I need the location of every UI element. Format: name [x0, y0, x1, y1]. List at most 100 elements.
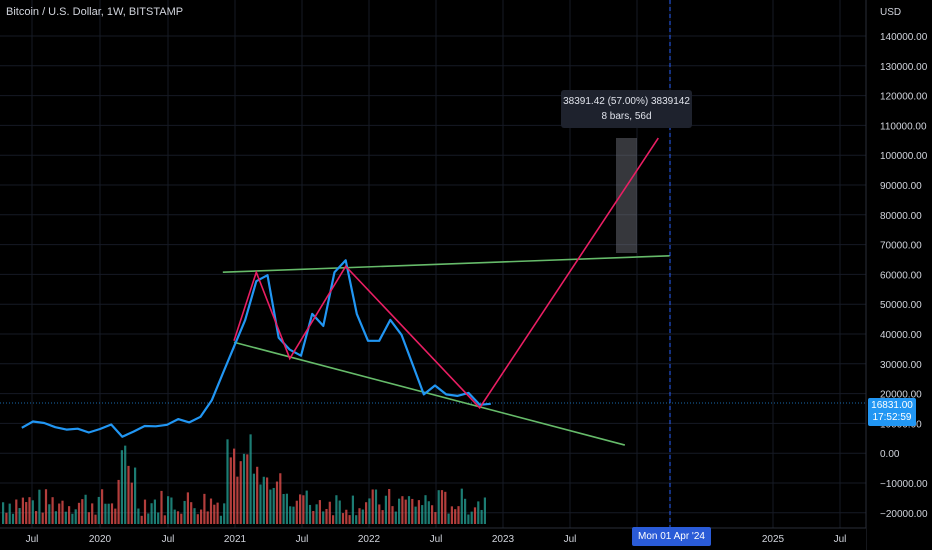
volume-bar — [473, 507, 477, 524]
volume-bar — [328, 501, 331, 524]
volume-bar — [21, 497, 24, 524]
time-tick-label: 2022 — [358, 534, 381, 545]
volume-bar — [378, 504, 381, 524]
volume-bar — [341, 513, 345, 524]
volume-bar — [167, 496, 170, 524]
price-tick-label: 0.00 — [880, 449, 900, 460]
volume-bar — [94, 514, 97, 524]
volume-bar — [467, 514, 470, 524]
price-tick-label: 80000.00 — [880, 211, 922, 222]
volume-bar — [196, 514, 199, 524]
price-axis-panel[interactable] — [866, 0, 932, 550]
volume-bar — [252, 473, 255, 524]
volume-bar — [180, 513, 183, 524]
volume-bars — [2, 434, 486, 524]
volume-bar — [305, 490, 308, 524]
volume-bar — [322, 511, 325, 524]
volume-bar — [285, 493, 288, 524]
volume-bar — [216, 502, 219, 524]
price-tick-label: 110000.00 — [880, 121, 927, 132]
volume-bar — [259, 484, 262, 524]
time-tick-label: 2020 — [89, 534, 112, 545]
volume-bar — [417, 500, 420, 524]
volume-bar — [31, 500, 34, 524]
volume-bar — [209, 498, 213, 524]
volume-bar — [361, 509, 364, 524]
time-tick-label: Jul — [296, 534, 309, 545]
volume-bar — [411, 498, 414, 524]
volume-bar — [315, 504, 318, 524]
volume-bar — [371, 489, 374, 524]
price-line — [21, 259, 491, 438]
price-tick-label: 30000.00 — [880, 360, 922, 371]
time-tick-label: Jul — [430, 534, 443, 545]
volume-bar — [143, 499, 147, 524]
volume-bar — [206, 511, 209, 524]
time-tick-label: Jul — [564, 534, 577, 545]
volume-bar — [374, 489, 378, 524]
price-tick-label: 70000.00 — [880, 241, 922, 252]
measure-tooltip: 38391.42 (57.00%) 3839142 8 bars, 56d — [561, 90, 692, 128]
volume-bar — [312, 511, 315, 524]
volume-bar — [5, 512, 8, 524]
volume-bar — [140, 515, 143, 524]
volume-bar — [289, 506, 292, 524]
volume-bar — [282, 493, 285, 524]
volume-bar — [64, 511, 67, 524]
measure-change-text: 38391.42 (57.00%) 3839142 — [563, 96, 690, 107]
volume-bar — [8, 503, 11, 524]
volume-bar — [163, 515, 166, 524]
volume-bar — [279, 473, 282, 524]
volume-bar — [266, 477, 269, 524]
volume-bar — [384, 495, 387, 524]
volume-bar — [431, 505, 434, 524]
price-tick-label: 120000.00 — [880, 92, 928, 103]
trend-line-lower — [233, 341, 626, 446]
volume-bar — [447, 513, 450, 524]
volume-bar — [427, 501, 430, 524]
volume-bar — [318, 500, 321, 524]
pattern-projection-line[interactable] — [233, 137, 659, 410]
measure-bars-text: 8 bars, 56d — [601, 111, 652, 122]
volume-bar — [18, 508, 21, 524]
volume-bar — [262, 476, 265, 524]
volume-bar — [351, 495, 354, 524]
volume-bar — [157, 512, 160, 524]
volume-bar — [308, 504, 312, 524]
volume-bar — [58, 503, 61, 524]
trend-lines[interactable] — [222, 255, 670, 446]
volume-bar — [223, 503, 226, 524]
volume-bar — [134, 467, 137, 524]
time-tick-label: 2023 — [492, 534, 515, 545]
volume-bar — [213, 504, 216, 524]
volume-bar — [153, 499, 156, 524]
price-tick-label: 100000.00 — [880, 151, 928, 162]
volume-bar — [355, 515, 358, 524]
price-tick-label: 50000.00 — [880, 300, 922, 311]
volume-bar — [203, 493, 206, 524]
volume-bar — [147, 513, 150, 524]
volume-bar — [200, 509, 203, 524]
volume-bar — [345, 509, 348, 524]
volume-bar — [242, 453, 246, 524]
measure-range-box — [616, 138, 637, 253]
volume-bar — [292, 506, 295, 524]
volume-bar — [77, 502, 81, 524]
currency-label: USD — [880, 7, 901, 18]
volume-bar — [186, 492, 189, 524]
volume-bar — [236, 476, 239, 524]
volume-bar — [302, 495, 305, 524]
symbol-title: Bitcoin / U.S. Dollar, 1W, BITSTAMP — [6, 6, 184, 18]
volume-bar — [239, 461, 242, 524]
volume-bar — [35, 511, 38, 524]
volume-bar — [275, 481, 279, 524]
volume-bar — [388, 488, 391, 524]
volume-bar — [444, 491, 447, 524]
volume-bar — [54, 511, 57, 524]
price-tick-label: −20000.00 — [880, 509, 928, 520]
volume-bar — [48, 504, 51, 524]
volume-bar — [84, 494, 87, 524]
volume-bar — [130, 482, 133, 524]
volume-bar — [38, 489, 41, 524]
